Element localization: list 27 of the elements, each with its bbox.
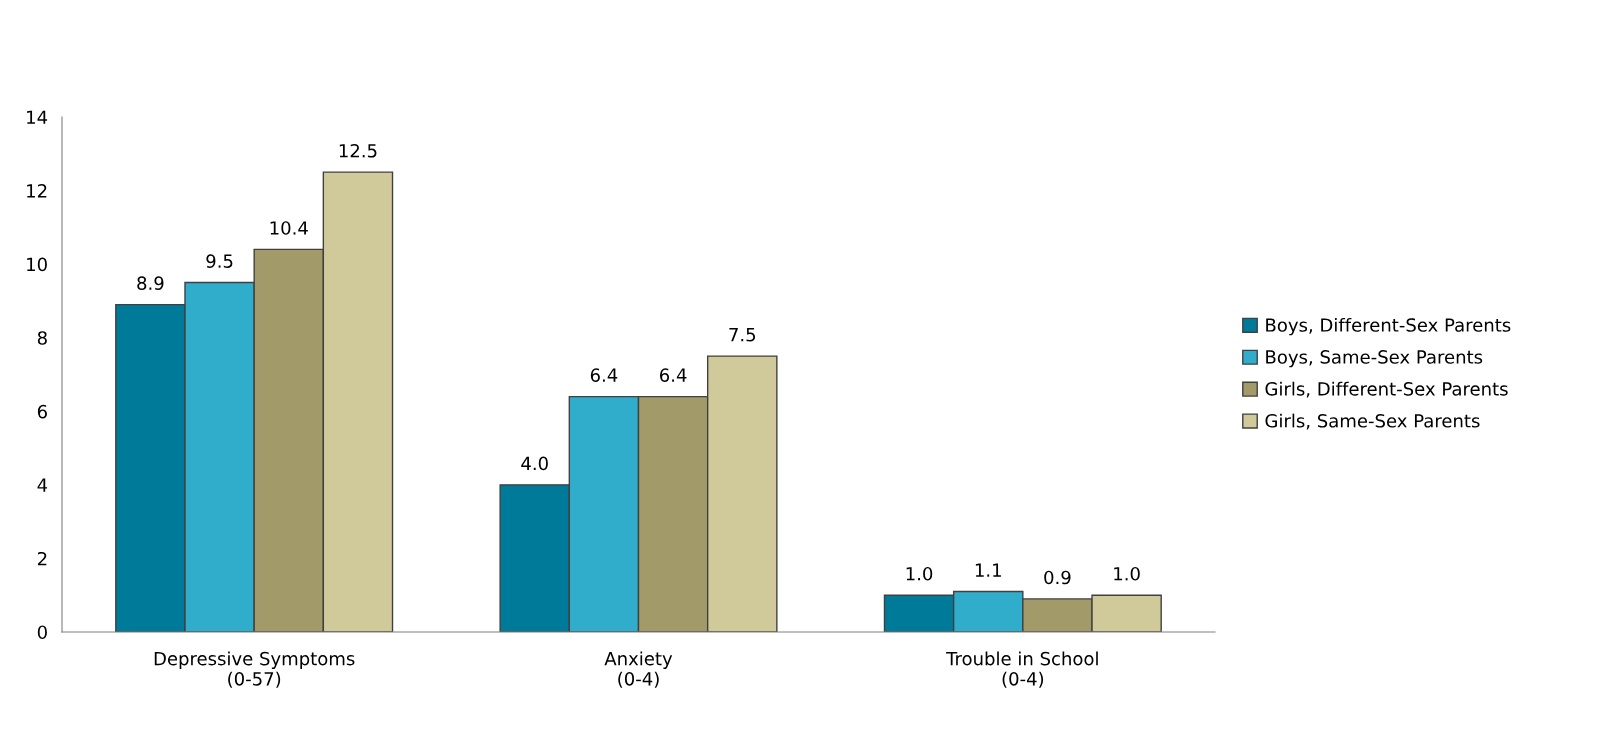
- data-label: 1.0: [906, 566, 933, 581]
- data-label: 8.9: [137, 276, 164, 290]
- y-tick-label: 8: [37, 331, 47, 345]
- data-label: 1.1: [975, 563, 1001, 577]
- data-label: 6.4: [590, 368, 618, 382]
- legend-label: Boys, Different-Sex Parents: [1266, 317, 1511, 336]
- data-label: 0.9: [1044, 570, 1071, 585]
- y-tick-label: 12: [27, 184, 47, 198]
- y-tick-label: 4: [37, 478, 48, 492]
- x-tick-label: Depressive Symptoms (0-57): [154, 651, 355, 688]
- data-label: 9.5: [206, 254, 233, 268]
- x-tick-label: Trouble in School (0-4): [946, 651, 1098, 688]
- y-tick-label: 2: [37, 551, 47, 566]
- data-label: 7.5: [729, 328, 756, 342]
- y-tick-label: 6: [37, 404, 47, 419]
- data-label: 12.5: [339, 143, 377, 158]
- y-tick-label: 10: [27, 257, 47, 272]
- data-label: 10.4: [270, 221, 308, 235]
- legend-label: Boys, Same-Sex Parents: [1266, 350, 1483, 368]
- y-tick-label: 14: [27, 110, 48, 124]
- data-label: 1.0: [1114, 566, 1140, 581]
- y-tick-label: 0: [37, 625, 47, 640]
- legend-label: Girls, Same-Sex Parents: [1265, 413, 1480, 430]
- data-label: 6.4: [659, 368, 687, 382]
- data-label: 4.0: [521, 456, 548, 471]
- x-tick-label: Anxiety (0-4): [604, 651, 673, 688]
- legend-label: Girls, Different-Sex Parents: [1265, 381, 1508, 398]
